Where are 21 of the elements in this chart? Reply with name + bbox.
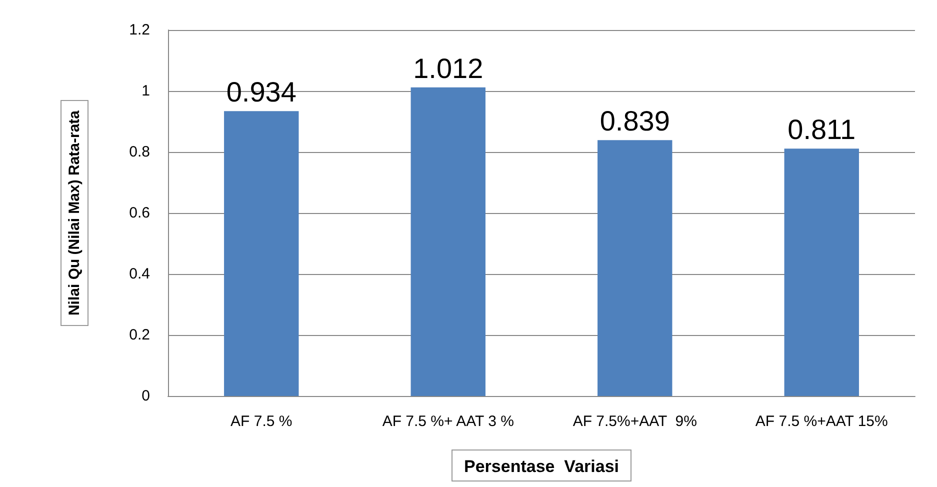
y-tick-label: 1.2 (129, 22, 150, 38)
bar (598, 140, 672, 396)
bar (784, 148, 859, 396)
y-axis-title: Nilai Qu (Nilai Max) Rata-rata (66, 110, 83, 316)
y-tick-label: 0.4 (129, 266, 150, 282)
data-label: 1.012 (413, 52, 484, 84)
bar (224, 111, 299, 396)
y-tick-label: 0.2 (129, 326, 150, 344)
bar (410, 87, 486, 396)
x-axis-title: Persentase Variasi (464, 457, 620, 476)
data-label: 0.934 (226, 76, 296, 108)
data-label: 0.811 (788, 114, 856, 146)
x-tick-label: AF 7.5 %+ AAT 3 % (382, 413, 514, 430)
x-tick-label: AF 7.5%+AAT 9% (572, 413, 697, 430)
data-label: 0.839 (600, 106, 670, 137)
y-tick-label: 0.8 (129, 144, 150, 160)
y-tick-label: 0 (142, 388, 150, 404)
y-tick-label: 1 (142, 82, 150, 100)
x-tick-label: AF 7.5 %+AAT 15% (755, 413, 888, 430)
y-tick-label: 0.6 (129, 204, 150, 222)
x-tick-label: AF 7.5 % (230, 413, 292, 430)
